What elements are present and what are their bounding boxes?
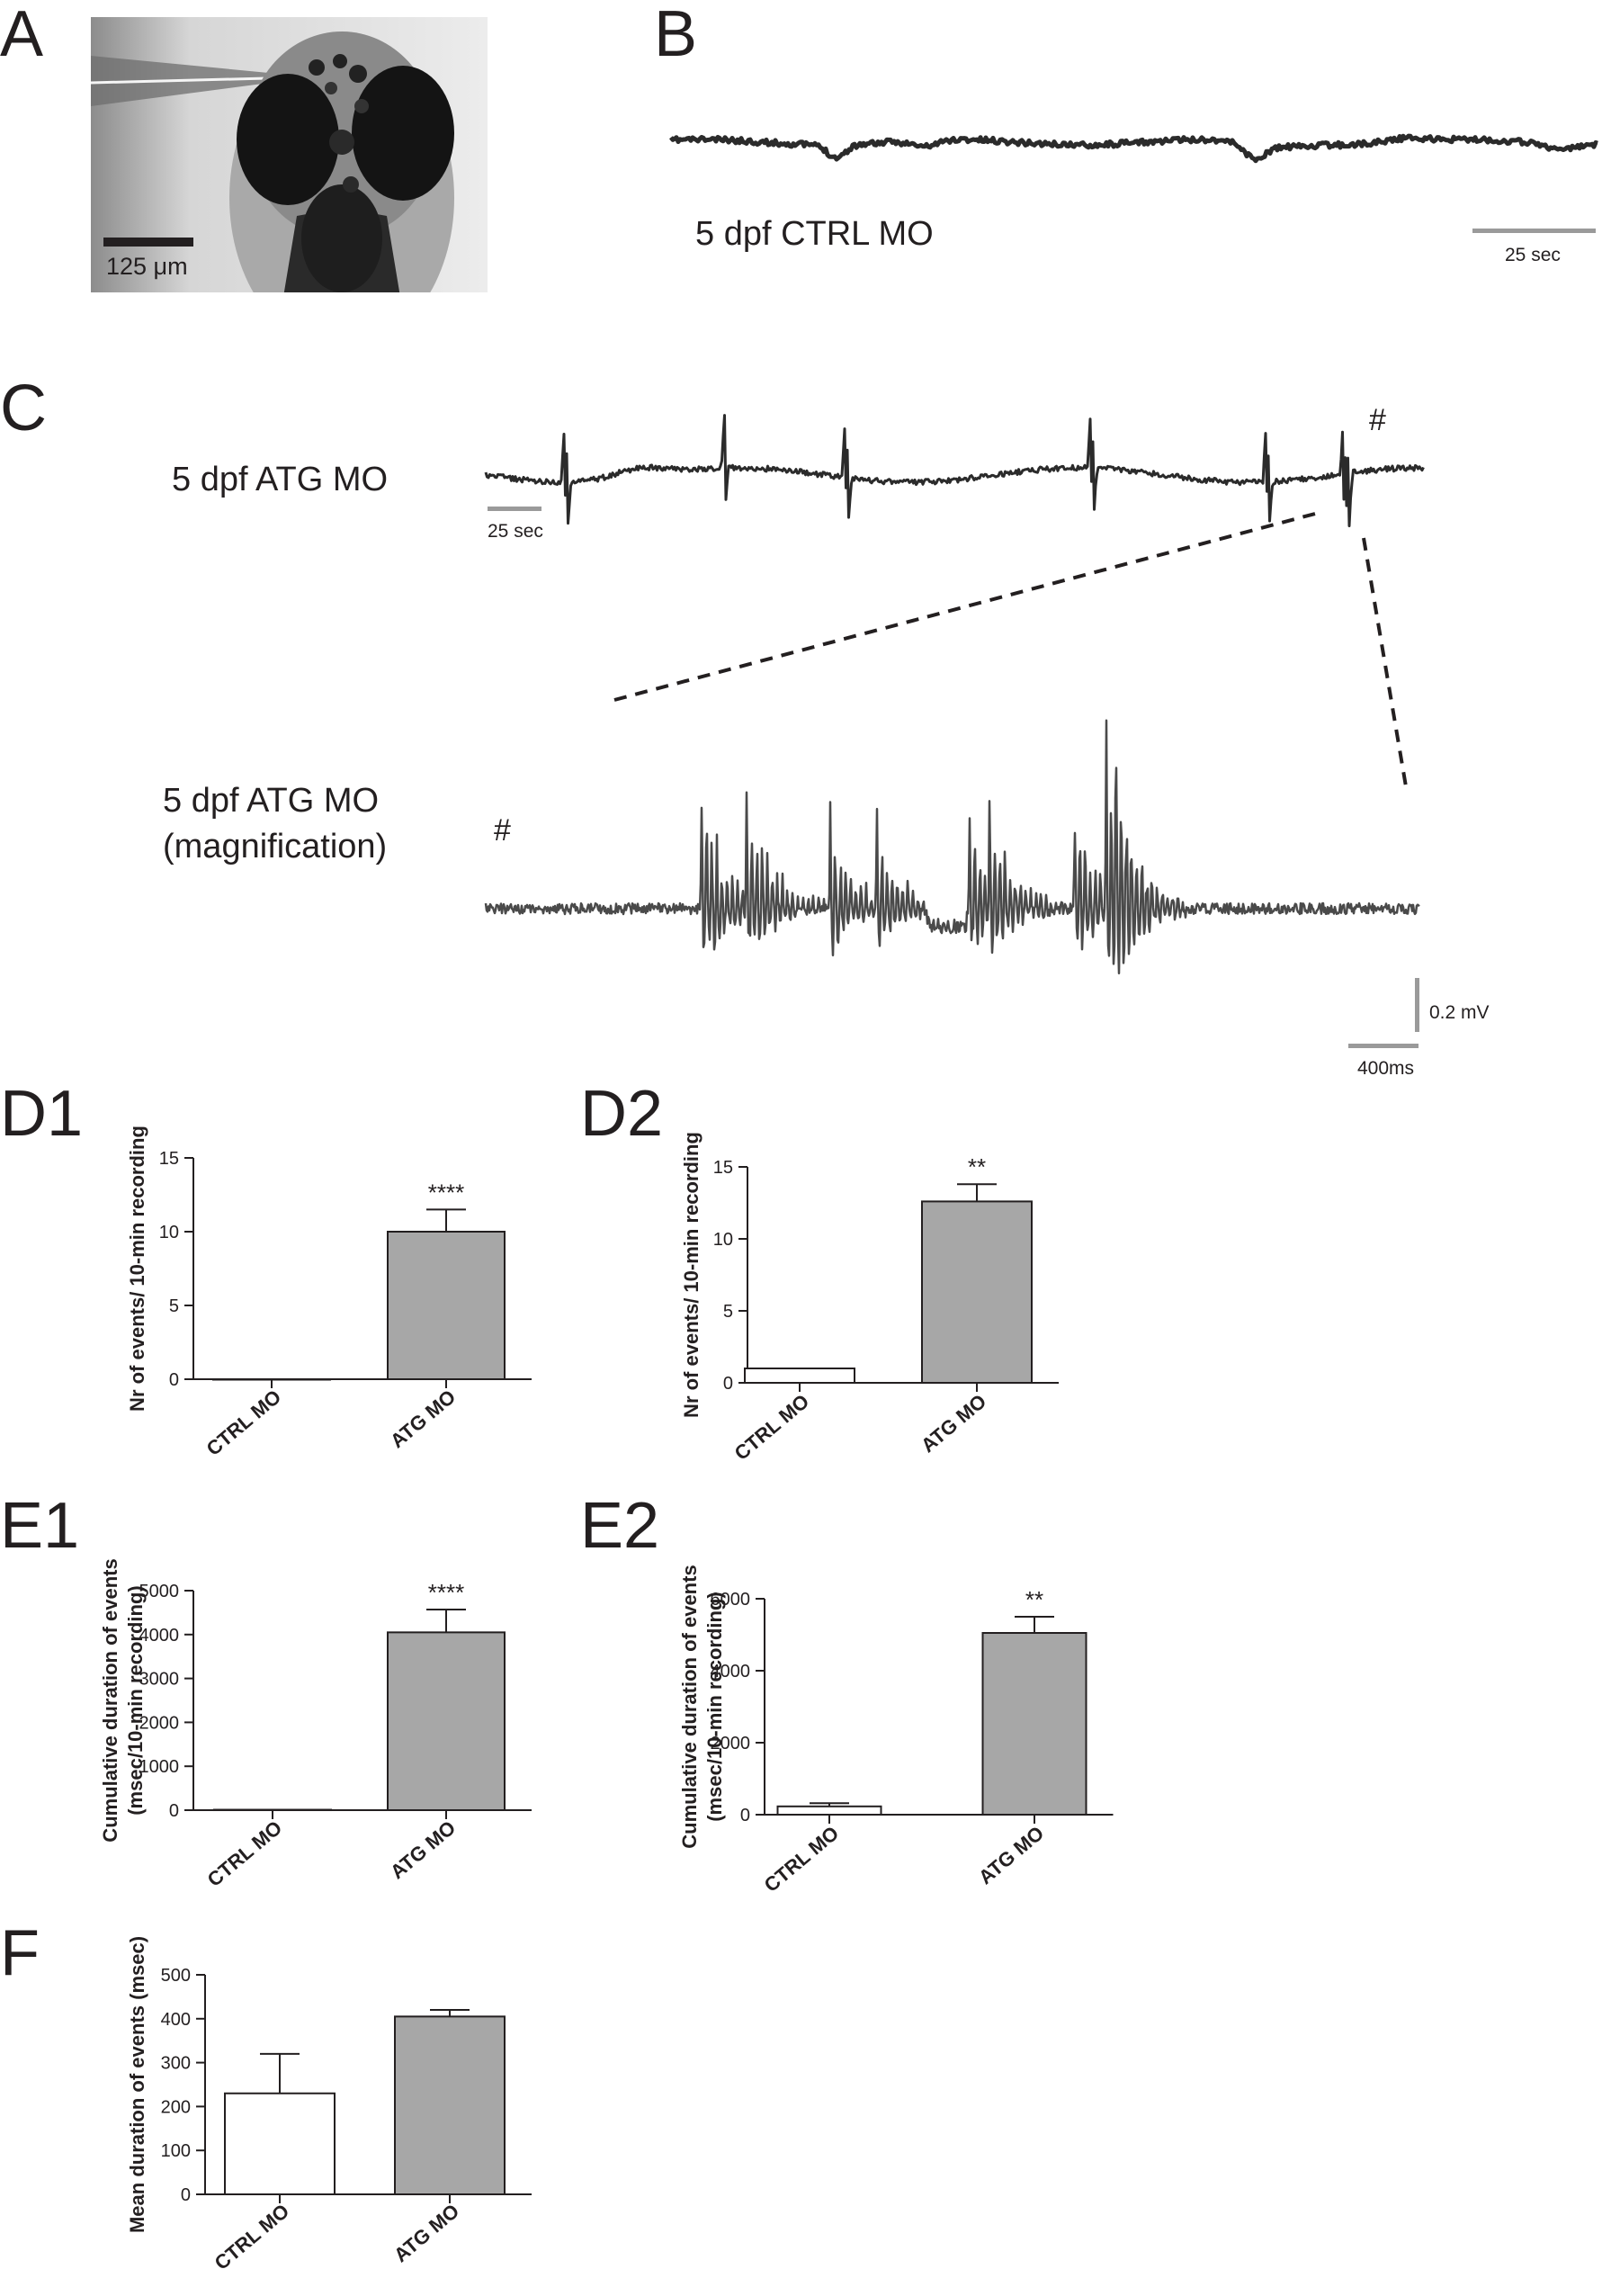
y-tick-label: 0 [723, 1374, 733, 1394]
zoom-hash-marker: # [494, 813, 511, 848]
y-tick-label: 4000 [139, 1626, 180, 1646]
y-tick-label: 10 [159, 1223, 179, 1242]
y-axis-title-line2: (msec/10-min recording) [703, 1592, 726, 1822]
significance-label: ** [1025, 1586, 1043, 1613]
category-label: ATG MO [386, 1816, 460, 1884]
y-tick-label: 0 [740, 1806, 750, 1825]
y-tick-label: 400 [161, 2010, 191, 2030]
y-tick-label: 300 [161, 2054, 191, 2074]
chart-d2: D2 0 5 10 15 CTRL MO ATG MO ** Nr of events/ 10-… [580, 1078, 1059, 1465]
panel-letter-c: C [0, 372, 47, 444]
chart-e1: E1 0 1000 2000 3000 4000 5000 CTRL MO ATG MO ****… [0, 1490, 532, 1891]
scale-label-b: 25 sec [1505, 245, 1561, 265]
category-label: CTRL MO [202, 1386, 286, 1460]
bar-atg [981, 1632, 1087, 1816]
scale-bar-a [103, 238, 193, 247]
y-tick-label: 5000 [139, 1582, 180, 1601]
trace-label-atg: 5 dpf ATG MO [172, 461, 388, 498]
y-tick-label: 5 [169, 1296, 179, 1316]
y-tick-label: 15 [713, 1158, 733, 1178]
y-tick-label: 3000 [139, 1670, 180, 1690]
chart-d1: D1 0 5 10 15 CTRL MO ATG MO **** Nr of events/ 1… [0, 1078, 532, 1460]
time-scale-bar [1348, 1044, 1419, 1048]
scale-bar-b [1472, 229, 1596, 233]
scale-label-a: 125 μm [106, 253, 188, 280]
y-axis-title-line1: Cumulative duration of events [678, 1565, 701, 1848]
y-tick-label: 0 [169, 1370, 179, 1390]
y-axis-title: Nr of events/ 10-min recording [126, 1126, 148, 1412]
panel-letter-e2: E2 [580, 1490, 659, 1562]
bar-ctrl [224, 2092, 336, 2196]
chart-e2: E2 0 2000 4000 6000 CTRL MO ATG MO ** Cumulative… [580, 1490, 1114, 1897]
zoom-guide-right [1362, 537, 1409, 793]
panel-letter-d2: D2 [580, 1078, 663, 1150]
trace-label-ctrl: 5 dpf CTRL MO [695, 215, 934, 253]
y-tick-label: 2000 [711, 1734, 751, 1753]
scale-label-c: 25 sec [488, 521, 543, 542]
zoom-label-line2: (magnification) [163, 828, 387, 865]
y-axis-title-line1: Cumulative duration of events [99, 1558, 121, 1842]
panel-letter-d1: D1 [0, 1078, 83, 1150]
panel-letter-e1: E1 [0, 1490, 79, 1562]
y-tick-label: 4000 [711, 1662, 751, 1682]
y-tick-label: 6000 [711, 1590, 751, 1610]
time-scale-label: 400ms [1357, 1058, 1414, 1079]
voltage-scale-bar [1415, 978, 1419, 1032]
category-label: ATG MO [389, 2200, 463, 2267]
category-label: CTRL MO [760, 1822, 844, 1897]
bar-atg [394, 2015, 506, 2196]
trace-atg [484, 414, 1425, 527]
bar-atg [387, 1231, 506, 1380]
y-tick-label: 500 [161, 1966, 191, 1986]
category-label: CTRL MO [210, 2200, 294, 2274]
significance-label: ** [968, 1153, 986, 1180]
hash-marker: # [1369, 403, 1386, 437]
bar-ctrl [776, 1805, 882, 1816]
y-tick-label: 10 [713, 1230, 733, 1250]
zoom-guide-left [613, 512, 1316, 702]
bar-ctrl [213, 1808, 332, 1812]
y-tick-label: 15 [159, 1149, 179, 1169]
y-axis-title-line2: (msec/10-min recording) [124, 1585, 147, 1816]
panel-letter-f: F [0, 1917, 40, 1989]
significance-label: **** [428, 1179, 464, 1206]
bar-ctrl [744, 1368, 855, 1384]
y-axis-title: Mean duration of events (msec) [126, 1936, 148, 2233]
category-label: CTRL MO [730, 1390, 814, 1465]
zebrafish-photo: 125 μm [91, 17, 488, 292]
category-label: CTRL MO [203, 1816, 287, 1891]
bar-atg [387, 1631, 506, 1811]
category-label: ATG MO [386, 1386, 460, 1453]
y-tick-label: 2000 [139, 1713, 180, 1733]
y-tick-label: 0 [169, 1801, 179, 1821]
y-tick-label: 200 [161, 2097, 191, 2117]
panel-letter-b: B [654, 0, 697, 70]
y-tick-label: 0 [181, 2185, 191, 2205]
y-tick-label: 100 [161, 2141, 191, 2161]
zoom-label-line1: 5 dpf ATG MO [163, 782, 379, 820]
y-tick-label: 1000 [139, 1757, 180, 1777]
trace-atg-magnified [484, 719, 1420, 975]
panel-letter-a: A [0, 0, 43, 70]
category-label: ATG MO [917, 1390, 990, 1457]
category-label: ATG MO [974, 1822, 1048, 1889]
significance-label: **** [428, 1579, 464, 1606]
y-tick-label: 5 [723, 1302, 733, 1322]
scale-bar-c [488, 507, 541, 511]
chart-f: F 0 100 200 300 400 500 CTRL MO ATG MO Mean durat… [0, 1917, 532, 2274]
voltage-scale-label: 0.2 mV [1429, 1002, 1490, 1023]
trace-ctrl [669, 133, 1598, 164]
y-axis-title: Nr of events/ 10-min recording [680, 1132, 703, 1418]
bar-atg [921, 1200, 1033, 1385]
